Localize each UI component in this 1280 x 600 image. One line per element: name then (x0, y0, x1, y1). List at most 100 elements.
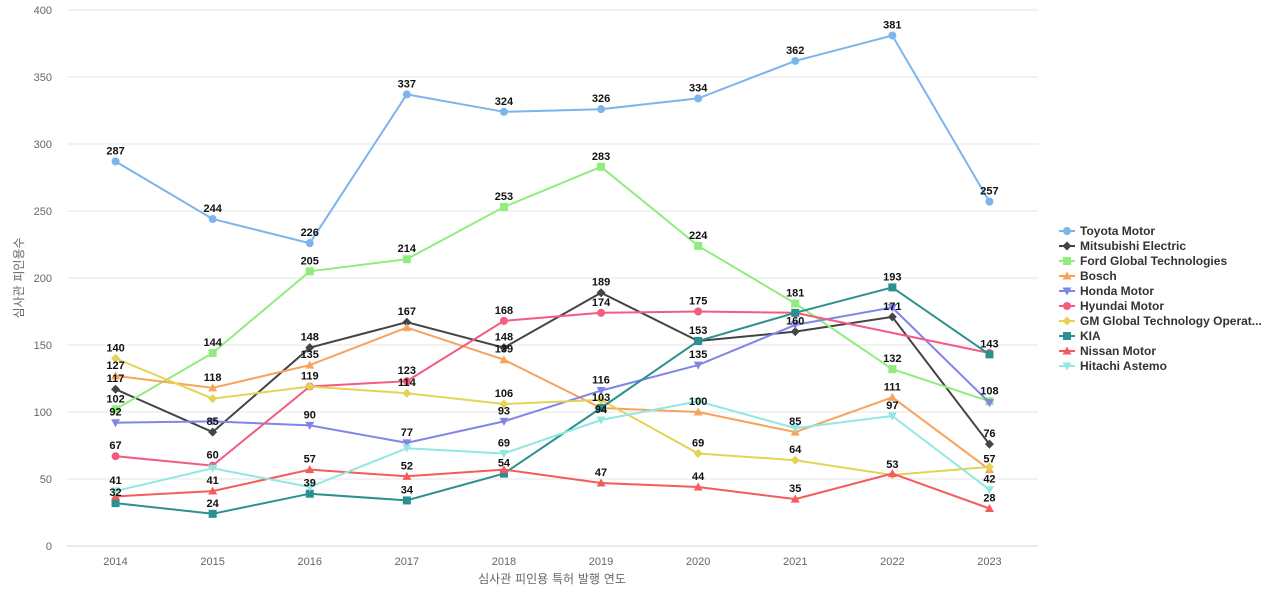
series-point (694, 241, 703, 250)
series-point (402, 90, 411, 99)
data-label: 334 (689, 82, 708, 94)
series-kia (111, 283, 994, 518)
data-label: 257 (980, 186, 998, 198)
y-tick-label: 50 (40, 474, 52, 486)
series-point (596, 288, 606, 298)
series-point (305, 382, 315, 392)
series-point (305, 343, 315, 353)
legend-marker (1062, 362, 1072, 371)
series-point (402, 317, 412, 327)
data-labels: 287 244 226 337 324 326 334 362 381 257 205 214 253 2… (106, 19, 998, 509)
data-label: 77 (401, 427, 413, 439)
series-line-toyota-motor (114, 34, 991, 245)
series-honda-motor (111, 303, 994, 448)
data-label: 205 (301, 255, 319, 267)
data-label: 214 (398, 243, 417, 255)
data-label: 224 (689, 230, 708, 242)
data-label: 64 (789, 444, 802, 456)
data-label: 85 (207, 416, 219, 428)
series-point (887, 412, 897, 421)
legend-item-gm-global-technology-operat[interactable]: GM Global Technology Operat... (1059, 314, 1262, 328)
series-point (888, 283, 897, 292)
series-point (111, 353, 121, 363)
series-point (887, 469, 897, 478)
series-point (208, 215, 217, 224)
series-point (790, 321, 800, 330)
series-point (499, 316, 508, 325)
series-point (984, 399, 994, 408)
data-label: 123 (398, 365, 416, 377)
data-label: 167 (398, 306, 416, 318)
series-point (499, 343, 509, 353)
series-point (694, 307, 703, 316)
y-axis-title: 심사관 피인용수 (12, 237, 26, 318)
data-label: 94 (595, 404, 608, 416)
data-label: 253 (495, 191, 513, 203)
x-tick-label: 2018 (492, 556, 516, 568)
series-point (887, 312, 897, 322)
data-label: 153 (689, 325, 707, 337)
legend-item-toyota-motor[interactable]: Toyota Motor (1059, 224, 1155, 238)
series-gm-global-technology-operat (111, 353, 994, 480)
legend-item-ford-global-technologies[interactable]: Ford Global Technologies (1059, 254, 1227, 268)
x-tick-label: 2017 (395, 556, 419, 568)
legend-item-nissan-motor[interactable]: Nissan Motor (1059, 344, 1156, 358)
series-point (208, 349, 217, 358)
y-tick-label: 0 (46, 541, 52, 553)
series-point (305, 267, 314, 276)
data-label: 143 (980, 338, 998, 350)
data-label: 244 (203, 203, 222, 215)
series-point (791, 56, 800, 65)
data-label: 100 (689, 396, 707, 408)
legend-label: Honda Motor (1080, 284, 1154, 298)
legend-item-honda-motor[interactable]: Honda Motor (1059, 284, 1154, 298)
series-toyota-motor (111, 31, 994, 248)
series-point (208, 486, 218, 495)
data-label: 85 (789, 416, 801, 428)
y-tick-label: 200 (34, 273, 52, 285)
series-point (693, 397, 703, 406)
legend-label: Mitsubishi Electric (1080, 239, 1186, 253)
series-point (111, 157, 120, 166)
legend-marker (1063, 257, 1071, 265)
legend-item-bosch[interactable]: Bosch (1059, 269, 1117, 283)
data-label: 119 (301, 371, 319, 383)
series-point (402, 377, 411, 386)
series-group (111, 31, 994, 518)
series-point (402, 444, 412, 453)
series-point (111, 491, 121, 500)
series-ford-global-technologies (111, 162, 994, 414)
data-label: 57 (983, 454, 995, 466)
data-label: 102 (106, 393, 124, 405)
legend-item-hitachi-astemo[interactable]: Hitachi Astemo (1059, 359, 1167, 373)
series-point (984, 486, 994, 495)
series-point (499, 417, 509, 426)
legend-item-hyundai-motor[interactable]: Hyundai Motor (1059, 299, 1164, 313)
data-label: 103 (592, 392, 610, 404)
legend-item-mitsubishi-electric[interactable]: Mitsubishi Electric (1059, 239, 1186, 253)
data-label: 114 (398, 377, 417, 389)
series-point (693, 407, 703, 416)
legend-label: Bosch (1080, 269, 1117, 283)
y-axis: 0 50 100 150 200 250 300 350 400 (34, 5, 52, 553)
data-label: 135 (301, 349, 319, 361)
legend-label: Hitachi Astemo (1080, 359, 1167, 373)
series-point (597, 162, 606, 171)
series-point (887, 303, 897, 312)
data-label: 93 (498, 405, 510, 417)
data-label: 362 (786, 45, 804, 57)
series-point (597, 105, 606, 114)
data-label: 326 (592, 93, 610, 105)
series-point (499, 107, 508, 116)
legend-item-kia[interactable]: KIA (1059, 329, 1101, 343)
series-point (499, 469, 508, 478)
y-tick-label: 400 (34, 5, 52, 17)
data-label: 92 (109, 407, 121, 419)
series-point (790, 494, 800, 503)
series-point (111, 419, 121, 428)
series-point (208, 464, 218, 473)
data-label: 41 (207, 475, 219, 487)
legend-marker (1062, 287, 1072, 296)
